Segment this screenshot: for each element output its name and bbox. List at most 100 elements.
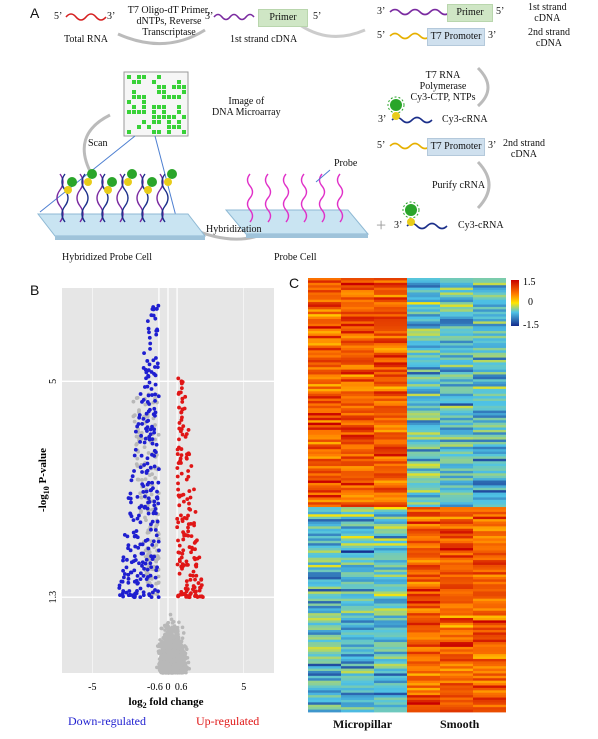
heatmap-cell <box>473 417 506 421</box>
heatmap-cell <box>440 704 473 708</box>
point-up <box>192 555 197 560</box>
heatmap-cell <box>440 531 473 534</box>
heatmap-cell <box>440 306 473 310</box>
heatmap-cell <box>440 533 473 537</box>
heatmap-cell <box>374 343 407 346</box>
heatmap-cell <box>407 318 440 322</box>
volcano-plot: -5 -0.6 0 0.6 51.35 -log10 P-value log2 fold… <box>37 288 274 710</box>
heatmap-cell <box>407 644 440 648</box>
heatmap-cell <box>341 487 374 491</box>
heatmap-cell <box>440 400 473 404</box>
heatmap-cell <box>473 564 506 568</box>
heatmap-cell <box>341 396 374 399</box>
first-strand-label: 1st strand cDNA <box>230 34 298 45</box>
point-ns <box>176 629 180 634</box>
panel-b-letter: B <box>30 282 40 298</box>
heatmap-cell <box>407 516 440 520</box>
point-down <box>135 495 140 499</box>
heatmap-cell <box>440 449 473 452</box>
heatmap-cell <box>374 480 407 484</box>
heatmap-cell <box>308 364 341 368</box>
heatmap-cell <box>473 355 506 358</box>
heatmap-cell <box>473 444 506 448</box>
heatmap-cell <box>341 584 374 588</box>
point-down <box>156 539 161 544</box>
heatmap-cell <box>407 658 440 662</box>
heatmap-cell <box>473 393 506 397</box>
point-down <box>153 410 158 415</box>
rt-step-label: T7 Oligo-dT Primer, dNTPs, Reverse Trans… <box>127 5 211 38</box>
cy3-dye <box>127 169 137 179</box>
point-down <box>150 519 155 524</box>
heatmap-cell <box>440 673 473 677</box>
point-up <box>177 543 182 548</box>
heatmap-cell <box>308 589 341 592</box>
point-down <box>144 489 149 494</box>
heatmap-cell <box>341 526 374 530</box>
heatmap-cell <box>473 441 506 445</box>
heatmap-cell <box>374 560 407 563</box>
heatmap-cell <box>308 495 341 498</box>
point-ns <box>166 620 171 625</box>
point-down <box>138 520 143 525</box>
heatmap-cell <box>473 429 506 433</box>
heatmap-cell <box>341 468 374 472</box>
point-up <box>179 471 184 476</box>
heatmap-cell <box>308 280 341 284</box>
heatmap-cell <box>440 304 473 308</box>
heatmap-cell <box>341 608 374 612</box>
heatmap-cell <box>440 331 473 334</box>
heatmap-cell <box>407 598 440 602</box>
point-down <box>121 555 126 560</box>
heatmap-cell <box>308 468 341 472</box>
heatmap-cell <box>374 318 407 322</box>
point-up <box>183 586 188 591</box>
heatmap-cell <box>407 543 440 547</box>
point-up <box>186 513 190 518</box>
colorbar <box>511 280 519 326</box>
heatmap-cell <box>473 586 506 590</box>
point-down <box>155 306 159 311</box>
prime-3-crna: 3’ <box>378 114 387 125</box>
heatmap-cell <box>440 473 473 477</box>
point-up <box>177 426 182 431</box>
heatmap-cell <box>341 514 374 518</box>
strand1-label-top: 1st strand cDNA <box>528 2 567 24</box>
heatmap-cell <box>473 675 506 679</box>
heatmap-cell <box>473 492 506 496</box>
heatmap-cell <box>440 639 473 643</box>
heatmap-cell <box>407 396 440 399</box>
heatmap-cell <box>440 490 473 493</box>
prime-5-mid: 5’ <box>377 140 386 151</box>
probe-strand <box>300 173 308 223</box>
heatmap-cell <box>407 531 440 534</box>
heatmap-cell <box>341 374 374 378</box>
heatmap-cell <box>374 673 407 677</box>
point-down <box>146 496 151 501</box>
heatmap-cell <box>440 576 473 580</box>
heatmap-cell <box>374 379 407 383</box>
point-ns <box>159 663 164 667</box>
heatmap-cell <box>440 350 473 354</box>
heatmap-cell <box>473 331 506 334</box>
heatmap-cell <box>407 564 440 568</box>
cdna-strand-top <box>389 8 451 16</box>
heatmap-cell <box>407 345 440 349</box>
heatmap-cell <box>374 615 407 619</box>
heatmap-cell <box>473 446 506 450</box>
point-ns <box>146 503 150 508</box>
point-up <box>175 562 180 567</box>
heatmap-cell <box>473 468 506 472</box>
heatmap-cell <box>341 449 374 452</box>
heatmap-cell <box>308 627 341 631</box>
heatmap-cell <box>374 328 407 332</box>
heatmap-cell <box>341 557 374 561</box>
heatmap-cell <box>341 492 374 496</box>
point-down <box>148 341 153 346</box>
prime-3-crna-2: 3’ <box>394 220 403 231</box>
point-down <box>125 557 129 562</box>
heatmap-cell <box>341 372 374 375</box>
heatmap-cell <box>308 697 341 701</box>
hyb-probe <box>116 173 124 223</box>
point-up <box>180 551 185 556</box>
